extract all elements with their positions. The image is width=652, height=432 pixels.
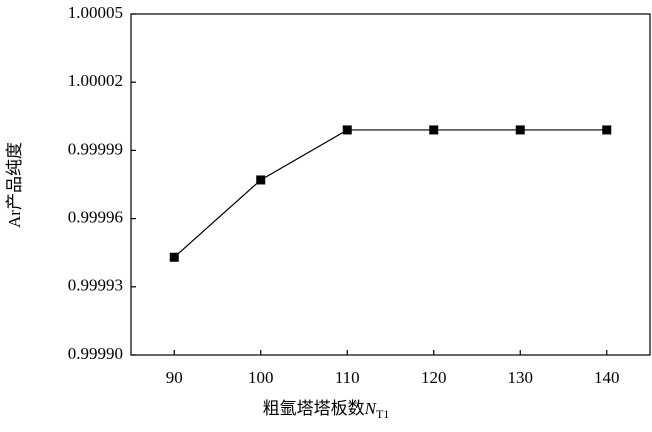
x-tick-label: 110 [335, 368, 360, 387]
x-axis-label-text: 粗氩塔塔板数 [263, 399, 365, 418]
data-point [342, 125, 352, 135]
y-axis-label: Ar产品纯度 [5, 142, 24, 228]
x-tick-label: 100 [248, 368, 274, 387]
x-axis-label: 粗氩塔塔板数NT1 [263, 399, 390, 421]
x-tick-label: 90 [166, 368, 183, 387]
y-tick-label: 0.99993 [68, 276, 123, 295]
data-point [169, 252, 179, 262]
y-tick-label: 1.00005 [68, 3, 123, 22]
y-tick-label: 0.99999 [68, 139, 123, 158]
data-point [256, 175, 266, 185]
data-point [429, 125, 439, 135]
data-point [602, 125, 612, 135]
x-tick-label: 140 [594, 368, 620, 387]
x-tick-label: 120 [421, 368, 447, 387]
x-axis-label-subscript: T1 [376, 407, 389, 421]
series-line [173, 129, 607, 258]
data-point [515, 125, 525, 135]
y-tick-label: 0.99990 [68, 344, 123, 363]
plot-frame [130, 13, 651, 356]
y-tick-label: 1.00002 [68, 71, 123, 90]
x-axis-label-symbol: N [364, 399, 378, 418]
y-tick-label: 0.99996 [68, 208, 123, 227]
x-tick-label: 130 [508, 368, 534, 387]
